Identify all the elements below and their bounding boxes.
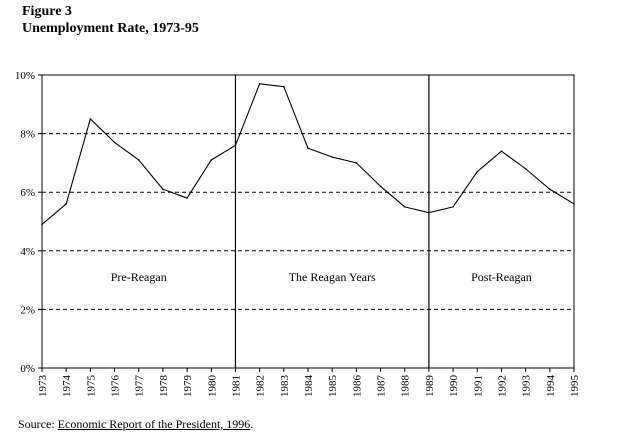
data-point-1988: [403, 206, 406, 208]
x-tick-label-1985: 1985: [327, 375, 339, 398]
x-tick-label-1987: 1987: [376, 375, 388, 398]
x-tick-label-1984: 1984: [303, 375, 315, 398]
data-point-1980: [210, 159, 213, 161]
data-point-1982: [258, 82, 261, 85]
x-tick-label-1981: 1981: [230, 375, 242, 397]
source-suffix: .: [250, 417, 254, 431]
x-tick-label-1976: 1976: [110, 375, 122, 398]
y-tick-label-10: 10%: [15, 70, 35, 82]
x-tick-label-1975: 1975: [85, 375, 97, 398]
y-tick-label-0: 0%: [20, 363, 35, 375]
x-tick-label-1994: 1994: [545, 375, 557, 398]
data-point-1987: [379, 185, 382, 188]
data-point-1989: [428, 211, 430, 214]
chart-title: Unemployment Rate, 1973-95: [22, 21, 199, 36]
source-document: Economic Report of the President, 1996: [57, 417, 251, 431]
data-point-1985: [331, 156, 333, 158]
x-tick-label-1988: 1988: [400, 375, 412, 398]
figure-label: Figure 3: [22, 4, 72, 19]
data-point-1978: [162, 188, 164, 191]
x-tick-label-1977: 1977: [134, 375, 146, 398]
x-tick-label-1974: 1974: [61, 375, 73, 398]
data-point-1984: [307, 147, 309, 150]
y-tick-label-8: 8%: [20, 129, 35, 141]
data-point-1991: [476, 170, 479, 173]
x-tick-label-1980: 1980: [206, 375, 218, 398]
source-prefix: Source:: [18, 417, 58, 431]
data-point-1979: [186, 197, 188, 199]
x-tick-label-1992: 1992: [496, 375, 508, 397]
data-point-1990: [452, 206, 454, 208]
x-tick-label-1978: 1978: [158, 375, 170, 398]
data-point-1994: [549, 188, 551, 191]
data-point-1993: [524, 167, 527, 170]
x-tick-label-1989: 1989: [424, 375, 436, 398]
y-tick-label-4: 4%: [20, 246, 35, 258]
data-point-1981: [234, 144, 237, 147]
source-note: Source: Economic Report of the President…: [18, 417, 253, 432]
data-point-1977: [137, 159, 140, 161]
data-point-1976: [113, 141, 116, 144]
unemployment-chart: 0% 2% 4% 6% 8% 10% 1973 1974 1975 1976 1977 1978 197…: [15, 70, 581, 398]
period-label-2: The Reagan Years: [289, 270, 376, 284]
period-label-1: Pre-Reagan: [111, 270, 167, 284]
data-point-1995: [573, 203, 575, 205]
y-tick-label-6: 6%: [20, 187, 35, 199]
x-tick-label-1986: 1986: [351, 375, 363, 398]
data-point-1975: [89, 118, 92, 120]
data-point-1986: [355, 162, 358, 164]
x-tick-label-1982: 1982: [255, 375, 267, 397]
x-tick-label-1979: 1979: [182, 375, 194, 398]
data-point-1992: [500, 150, 503, 152]
x-tick-label-1973: 1973: [37, 375, 49, 398]
x-tick-label-1983: 1983: [279, 375, 291, 398]
plot-frame: [41, 74, 575, 369]
data-point-1983: [283, 85, 285, 88]
y-tick-label-2: 2%: [20, 304, 35, 316]
x-tick-label-1995: 1995: [569, 375, 581, 398]
x-tick-label-1990: 1990: [448, 375, 460, 398]
data-point-1973: [41, 223, 43, 226]
series-line-unemployment-rate: [41, 83, 575, 225]
x-tick-label-1993: 1993: [521, 375, 533, 398]
x-tick-label-1991: 1991: [472, 375, 484, 397]
period-label-3: Post-Reagan: [471, 270, 532, 284]
data-point-1974: [65, 203, 67, 205]
